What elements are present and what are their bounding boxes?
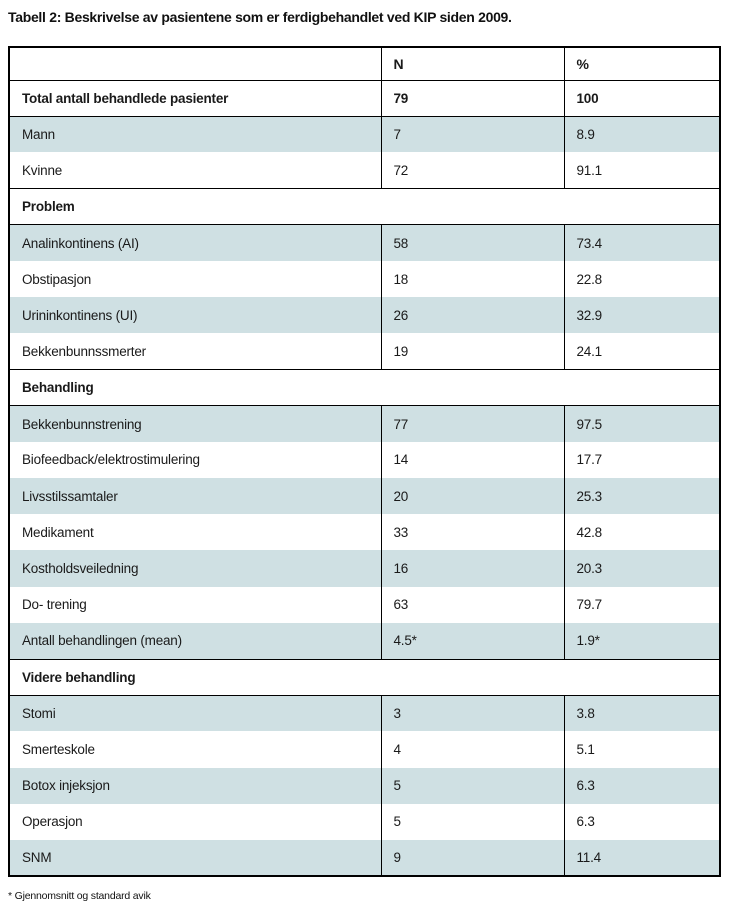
row-pct-cell: 3.8 [563,695,720,732]
table-row: Bekkenbunnssmerter 19 24.1 [9,333,720,370]
row-label-cell: Total antall behandlede pasienter [9,80,381,117]
row-n-cell: 4.5* [380,622,564,659]
table-row: Smerteskole 4 5.1 [9,731,720,768]
row-label-cell: Medikament [22,524,94,540]
row-label-cell: Obstipasjon [22,271,92,287]
row-n-cell: 72 [380,152,564,189]
row-label-cell: Livsstilssamtaler [9,478,381,515]
table-row: Stomi 3 3.8 [9,695,720,732]
row-pct-cell: 8.9 [563,116,720,153]
row-label-cell: Operasjon [22,814,83,830]
row-pct-cell: 1.9* [563,622,720,659]
row-pct-cell: 17.7 [563,441,720,479]
table-row: Livsstilssamtaler 20 25.3 [9,478,720,515]
row-label-cell: Botox injeksjon [9,767,381,804]
row-n-cell: 7 [380,116,564,153]
table-title: Tabell 2: Beskrivelse av pasientene som … [8,9,512,25]
table-row: Medikament 33 42.8 [9,514,720,551]
table-row: Operasjon 5 6.3 [9,803,720,840]
row-label-cell: Stomi [9,695,381,732]
row-n-cell: 3 [380,695,564,732]
row-pct-cell: 22.8 [563,260,720,298]
footnote: * Gjennomsnitt og standard avik [8,890,151,903]
row-n-cell: 33 [380,514,564,551]
row-pct-cell: 11.4 [563,839,720,877]
row-pct-cell: 79.7 [563,586,720,623]
row-n-cell: 26 [380,297,564,334]
row-n-cell: 77 [380,405,564,442]
table-header: N % [9,47,720,81]
header-cell-pct: % [563,47,720,81]
table-row: Kvinne 72 91.1 [9,152,720,189]
row-n-cell: 5 [380,767,564,804]
table-row: Bekkenbunnstrening 77 97.5 [9,405,720,442]
row-label-cell: Do- trening [22,597,87,613]
row-label-cell: Kostholdsveiledning [9,550,381,587]
patients-table: N % Total antall behandlede pasienter 79 1… [8,46,721,878]
row-pct-cell: 6.3 [563,767,720,804]
header-cell-label [9,47,381,81]
row-n-cell: 4 [380,731,564,768]
row-n-cell: 19 [380,333,564,370]
row-n-cell: 16 [380,550,564,587]
row-pct-cell: 42.8 [563,514,720,551]
row-pct-cell: 100 [563,80,720,117]
section-header-row: Behandling [9,368,720,407]
row-label-cell: Kvinne [22,162,63,178]
table-row: Mann 7 8.9 [9,116,720,153]
row-pct-cell: 73.4 [563,224,720,261]
row-n-cell: 58 [380,224,564,261]
table-row: Antall behandlingen (mean) 4.5* 1.9* [9,622,720,659]
section-header-label: Problem [9,188,720,226]
row-label-cell: Bekkenbunnstrening [9,405,381,442]
row-n-cell: 79 [380,80,564,117]
section-header-label: Behandling [9,368,720,407]
row-n-cell: 18 [380,260,564,298]
table-row: Biofeedback/elektrostimulering 14 17.7 [9,441,720,479]
table-row: Analinkontinens (AI) 58 73.4 [9,224,720,261]
row-n-cell: 20 [380,478,564,515]
row-pct-cell: 5.1 [563,731,720,768]
table-row: Do- trening 63 79.7 [9,586,720,623]
row-pct-cell: 6.3 [563,803,720,840]
row-pct-cell: 24.1 [563,333,720,370]
row-label-cell: Bekkenbunnssmerter [22,343,146,359]
table-row: Botox injeksjon 5 6.3 [9,767,720,804]
row-n-cell: 5 [380,803,564,840]
table-row: Obstipasjon 18 22.8 [9,260,720,298]
row-pct-cell: 97.5 [563,405,720,442]
section-header-label: Videre behandling [9,658,720,696]
row-n-cell: 9 [380,839,564,877]
row-label-cell: Mann [9,116,381,153]
row-pct-cell: 25.3 [563,478,720,515]
row-n-cell: 63 [380,586,564,623]
section-header-row: Videre behandling [9,658,720,696]
row-label-cell: Analinkontinens (AI) [9,224,381,261]
header-cell-n: N [380,47,564,81]
table-body: Total antall behandlede pasienter 79 100 Ma… [9,80,720,877]
row-label-cell: Smerteskole [22,741,95,757]
header-row: N % [9,47,720,81]
row-label-cell: Antall behandlingen (mean) [9,622,381,659]
row-pct-cell: 91.1 [563,152,720,189]
table-row: SNM 9 11.4 [9,839,720,877]
row-n-cell: 14 [380,441,564,479]
row-label-cell: SNM [9,839,381,877]
row-pct-cell: 32.9 [563,297,720,334]
table-row: Total antall behandlede pasienter 79 100 [9,80,720,117]
row-label-cell: Urininkontinens (UI) [9,297,381,334]
row-label-cell: Biofeedback/elektrostimulering [22,452,200,468]
row-pct-cell: 20.3 [563,550,720,587]
table-row: Urininkontinens (UI) 26 32.9 [9,297,720,334]
table-row: Kostholdsveiledning 16 20.3 [9,550,720,587]
section-header-row: Problem [9,188,720,226]
